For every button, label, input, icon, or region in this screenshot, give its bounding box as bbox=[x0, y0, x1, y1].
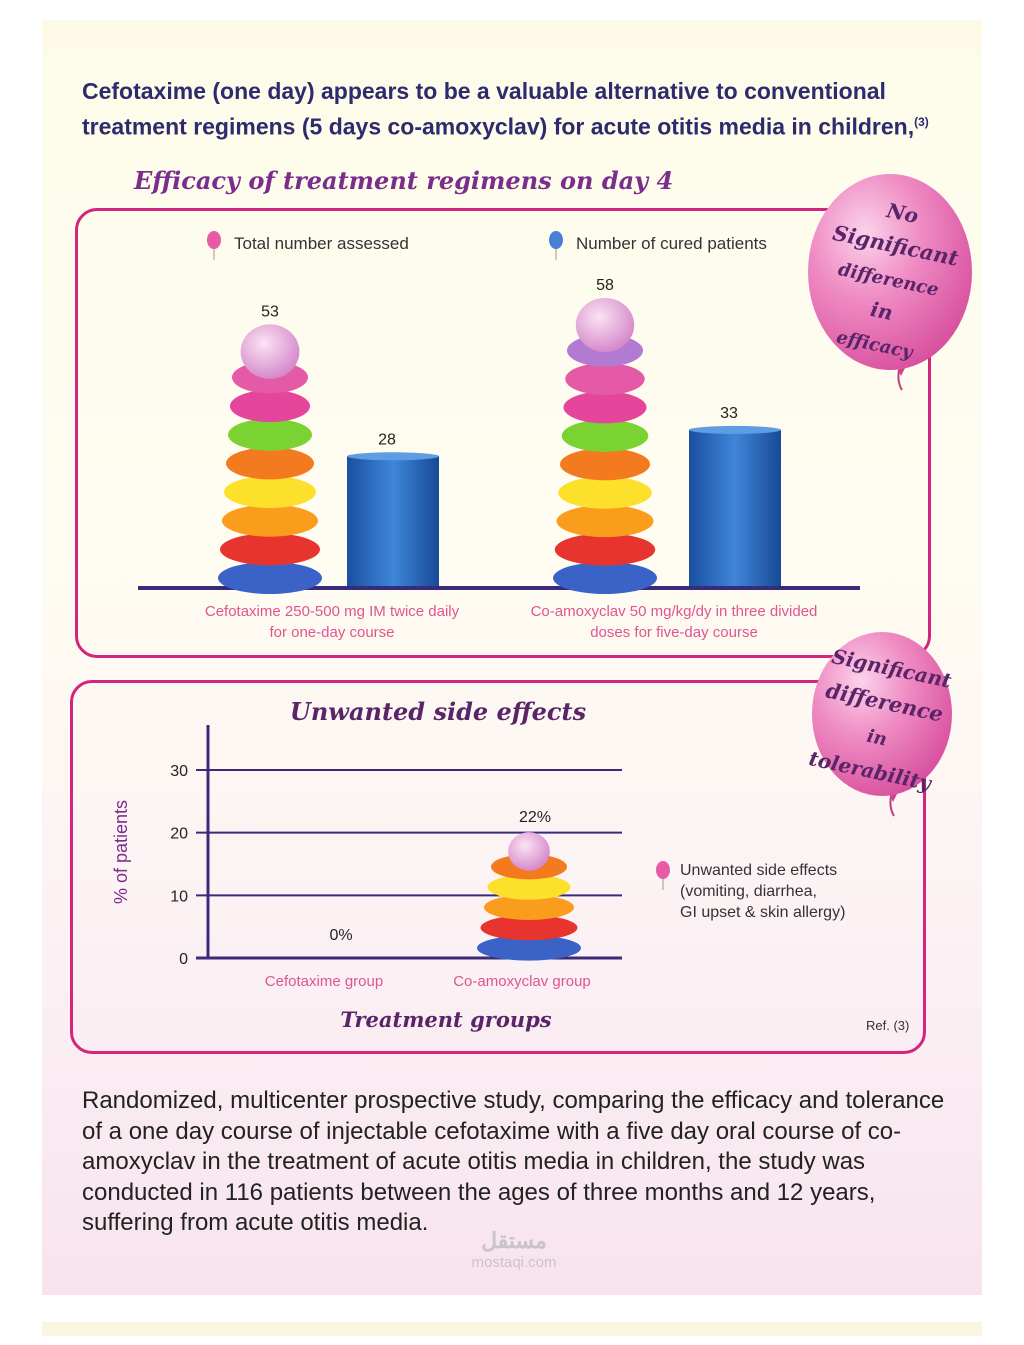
side-y-axis-title: % of patients bbox=[111, 800, 131, 904]
efficacy-total-stacker-ring bbox=[554, 533, 656, 566]
study-description: Randomized, multicenter prospective stud… bbox=[82, 1087, 945, 1236]
side-value-label: 0% bbox=[329, 927, 352, 944]
efficacy-total-stacker-ring bbox=[220, 533, 320, 566]
efficacy-cured-label: 33 bbox=[720, 405, 738, 422]
watermark: مستقل mostaqi.com bbox=[454, 1228, 574, 1271]
efficacy-total-stacker-knob bbox=[575, 298, 635, 353]
efficacy-category-label: Co-amoxyclav 50 mg/kg/dy in three divide… bbox=[531, 603, 818, 620]
efficacy-balloon bbox=[808, 174, 972, 370]
efficacy-total-stacker-ring bbox=[222, 504, 318, 537]
efficacy-cured-bar bbox=[347, 456, 439, 586]
side-legend-label: (vomiting, diarrhea, bbox=[680, 883, 817, 900]
efficacy-total-stacker-ring bbox=[553, 562, 657, 594]
side-category-label: Co-amoxyclav group bbox=[453, 973, 591, 990]
efficacy-total-stacker-ring bbox=[218, 562, 322, 594]
legend-total-marker bbox=[207, 231, 221, 249]
side-x-axis-title: Treatment groups bbox=[340, 1007, 551, 1032]
side-legend-marker bbox=[656, 861, 670, 879]
efficacy-category-label: doses for five-day course bbox=[590, 624, 758, 641]
side-y-tick-label: 0 bbox=[179, 951, 188, 968]
side-legend-label: GI upset & skin allergy) bbox=[680, 904, 845, 921]
efficacy-balloon-text: in bbox=[868, 297, 895, 325]
efficacy-total-stacker-ring bbox=[565, 362, 645, 395]
side-effects-stacker-ring bbox=[487, 874, 571, 900]
bottom-strip bbox=[42, 1322, 982, 1336]
headline: Cefotaxime (one day) appears to be a val… bbox=[82, 76, 962, 143]
headline-text: Cefotaxime (one day) appears to be a val… bbox=[82, 78, 915, 140]
efficacy-total-stacker-ring bbox=[561, 419, 649, 452]
legend-cured-label: Number of cured patients bbox=[576, 234, 767, 253]
side-effects-stacker-ring bbox=[484, 894, 574, 920]
tolerability-balloon bbox=[812, 632, 952, 796]
side-effects-stacker-ring bbox=[477, 935, 581, 961]
efficacy-total-label: 53 bbox=[261, 303, 279, 320]
side-chart-title: Unwanted side effects bbox=[290, 697, 587, 726]
watermark-url: mostaqi.com bbox=[471, 1254, 557, 1271]
efficacy-total-stacker-ring bbox=[558, 476, 652, 509]
efficacy-total-stacker-ring bbox=[226, 447, 314, 480]
efficacy-total-stacker-ring bbox=[556, 505, 654, 538]
side-y-tick-label: 30 bbox=[170, 763, 188, 780]
efficacy-cured-label: 28 bbox=[378, 431, 396, 448]
side-legend-label: Unwanted side effects bbox=[680, 862, 837, 879]
ref-label: Ref. (3) bbox=[866, 1018, 909, 1033]
headline-ref: (3) bbox=[914, 115, 929, 129]
side-effects-stacker-knob bbox=[508, 832, 550, 871]
efficacy-total-stacker-ring bbox=[230, 390, 310, 423]
efficacy-total-label: 58 bbox=[596, 277, 614, 294]
side-value-label: 22% bbox=[519, 809, 551, 826]
efficacy-cured-bar bbox=[689, 429, 781, 586]
side-effects-panel bbox=[70, 680, 926, 1054]
efficacy-category-label: for one-day course bbox=[269, 624, 394, 641]
efficacy-total-stacker-ring bbox=[560, 448, 650, 481]
efficacy-category-label: Cefotaxime 250-500 mg IM twice daily bbox=[205, 603, 460, 620]
efficacy-cured-bar-cap bbox=[347, 452, 439, 461]
tolerability-balloon-text: in bbox=[865, 726, 889, 751]
side-y-tick-label: 10 bbox=[170, 888, 188, 905]
efficacy-total-stacker-ring bbox=[563, 391, 647, 424]
side-category-label: Cefotaxime group bbox=[265, 973, 383, 990]
legend-total-label: Total number assessed bbox=[234, 234, 409, 253]
side-effects-stacker-ring bbox=[480, 915, 578, 941]
efficacy-chart-title: Efficacy of treatment regimens on day 4 bbox=[134, 166, 674, 195]
efficacy-total-stacker-ring bbox=[228, 418, 312, 451]
efficacy-panel bbox=[75, 208, 931, 658]
watermark-logo: مستقل bbox=[481, 1228, 547, 1253]
side-y-tick-label: 20 bbox=[170, 826, 188, 843]
efficacy-total-stacker-ring bbox=[224, 476, 316, 509]
efficacy-cured-bar-cap bbox=[689, 425, 781, 434]
efficacy-total-stacker-knob bbox=[240, 324, 300, 379]
legend-cured-marker bbox=[549, 231, 563, 249]
